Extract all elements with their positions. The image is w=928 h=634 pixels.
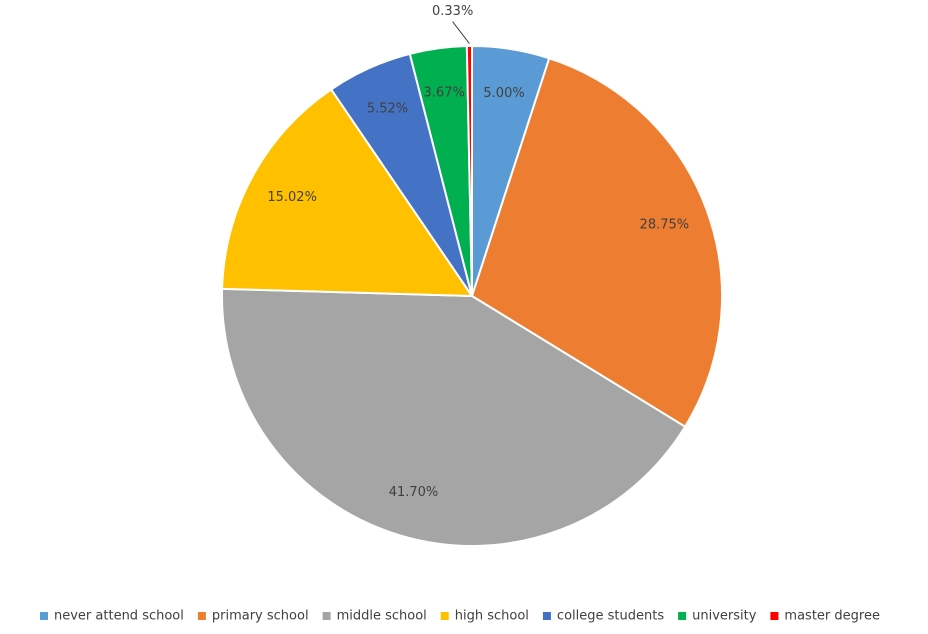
- legend-label: never attend school: [54, 609, 184, 624]
- data-label: 5.00%: [483, 86, 524, 101]
- data-label: 0.33%: [432, 4, 473, 19]
- legend-label: master degree: [784, 609, 880, 624]
- legend-label: college students: [557, 609, 664, 624]
- legend-label: middle school: [337, 609, 427, 624]
- data-label: 28.75%: [640, 218, 690, 233]
- legend-label: university: [692, 609, 757, 624]
- data-label: 3.67%: [424, 85, 465, 100]
- pie-slice: [470, 56, 723, 429]
- legend-swatch: [770, 612, 779, 620]
- pie-slice: [465, 44, 473, 297]
- data-label: 41.70%: [389, 485, 439, 500]
- data-label: 5.52%: [367, 102, 408, 117]
- legend-swatch: [678, 612, 687, 620]
- pie-slice: [221, 287, 687, 547]
- pie-slice: [221, 88, 474, 298]
- legend-label: primary school: [212, 609, 309, 624]
- legend-swatch: [440, 612, 449, 620]
- legend-label: high school: [455, 609, 529, 624]
- legend-swatch: [542, 612, 551, 620]
- legend-swatch: [322, 612, 331, 620]
- legend-swatch: [40, 612, 48, 620]
- leader-line: [452, 21, 470, 44]
- legend-swatch: [197, 612, 206, 620]
- data-label: 15.02%: [267, 190, 317, 205]
